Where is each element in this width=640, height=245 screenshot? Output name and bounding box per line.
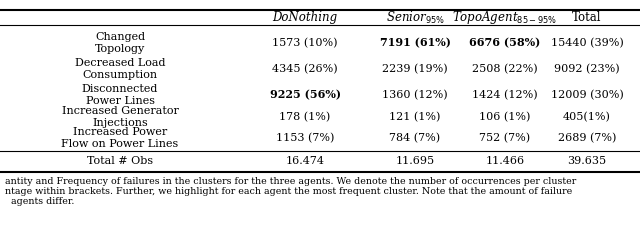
Text: 2689 (7%): 2689 (7%) <box>558 133 616 143</box>
Text: 405(1%): 405(1%) <box>563 112 611 122</box>
Text: Changed
Topology: Changed Topology <box>95 32 145 54</box>
Text: Total: Total <box>572 12 602 24</box>
Text: 752 (7%): 752 (7%) <box>479 133 531 143</box>
Text: 12009 (30%): 12009 (30%) <box>550 90 623 100</box>
Text: 178 (1%): 178 (1%) <box>280 112 331 122</box>
Text: 6676 (58%): 6676 (58%) <box>469 37 541 49</box>
Text: 1360 (12%): 1360 (12%) <box>382 90 448 100</box>
Text: 9092 (23%): 9092 (23%) <box>554 64 620 74</box>
Text: agents differ.: agents differ. <box>5 196 74 206</box>
Text: 784 (7%): 784 (7%) <box>389 133 440 143</box>
Text: Increased Power
Flow on Power Lines: Increased Power Flow on Power Lines <box>61 127 179 149</box>
Text: DoNothing: DoNothing <box>273 12 337 24</box>
Text: 16.474: 16.474 <box>285 156 324 166</box>
Text: Disconnected
Power Lines: Disconnected Power Lines <box>82 84 158 106</box>
Text: 15440 (39%): 15440 (39%) <box>550 38 623 48</box>
Text: 7191 (61%): 7191 (61%) <box>380 37 451 49</box>
Text: 11.695: 11.695 <box>396 156 435 166</box>
Text: 11.466: 11.466 <box>485 156 525 166</box>
Text: Total # Obs: Total # Obs <box>87 156 153 166</box>
Text: Senior$_{95\%}$: Senior$_{95\%}$ <box>385 10 445 26</box>
Text: 2508 (22%): 2508 (22%) <box>472 64 538 74</box>
Text: 121 (1%): 121 (1%) <box>389 112 441 122</box>
Text: Increased Generator
Injections: Increased Generator Injections <box>61 106 179 128</box>
Text: Decreased Load
Consumption: Decreased Load Consumption <box>75 58 165 80</box>
Text: TopoAgent$_{85-95\%}$: TopoAgent$_{85-95\%}$ <box>452 10 557 26</box>
Text: antity and Frequency of failures in the clusters for the three agents. We denote: antity and Frequency of failures in the … <box>5 176 576 185</box>
Text: 1424 (12%): 1424 (12%) <box>472 90 538 100</box>
Text: 2239 (19%): 2239 (19%) <box>382 64 448 74</box>
Text: 106 (1%): 106 (1%) <box>479 112 531 122</box>
Text: 39.635: 39.635 <box>568 156 607 166</box>
Text: 1153 (7%): 1153 (7%) <box>276 133 334 143</box>
Text: 9225 (56%): 9225 (56%) <box>269 89 340 100</box>
Text: 1573 (10%): 1573 (10%) <box>272 38 338 48</box>
Text: ntage within brackets. Further, we highlight for each agent the most frequent cl: ntage within brackets. Further, we highl… <box>5 186 572 196</box>
Text: 4345 (26%): 4345 (26%) <box>272 64 338 74</box>
